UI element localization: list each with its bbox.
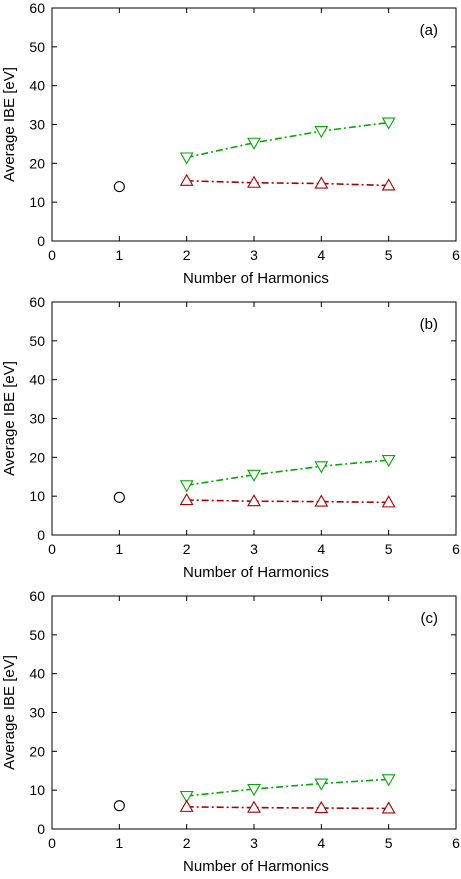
data-point-triangle-up [179, 492, 194, 506]
data-point-triangle-down [381, 117, 396, 130]
data-point-triangle-up [381, 495, 396, 508]
panel-label: (a) [420, 22, 438, 39]
y-tick-label: 40 [29, 372, 45, 388]
data-point-triangle-up [247, 494, 261, 507]
data-point-triangle-down [247, 469, 261, 482]
y-tick-label: 50 [29, 333, 45, 349]
y-tick-label: 30 [29, 411, 45, 427]
data-point-triangle-down [247, 783, 261, 797]
data-point-triangle-up [314, 800, 329, 814]
data-point-triangle-down [179, 480, 194, 493]
y-tick-label: 20 [29, 155, 45, 171]
x-tick-label: 4 [317, 541, 325, 557]
x-tick-label: 0 [48, 247, 56, 263]
x-tick-label: 3 [250, 247, 258, 263]
x-tick-label: 3 [250, 541, 258, 557]
y-tick-label: 20 [29, 449, 45, 465]
panel-label: (b) [420, 316, 438, 333]
x-tick-label: 1 [115, 541, 123, 557]
data-point-triangle-up [179, 799, 194, 812]
y-tick-label: 60 [29, 294, 45, 310]
data-point-triangle-down [179, 790, 194, 804]
data-point-circle [113, 491, 125, 503]
y-tick-label: 50 [29, 39, 45, 55]
series-line [186, 778, 389, 797]
x-tick-label: 6 [452, 247, 460, 263]
y-tick-label: 40 [29, 78, 45, 94]
data-point-triangle-down [314, 126, 329, 139]
y-tick-label: 20 [29, 743, 45, 759]
series-line [186, 499, 389, 504]
data-point-triangle-up [314, 176, 329, 189]
x-tick-label: 3 [250, 835, 258, 851]
y-tick-label: 50 [29, 627, 45, 643]
x-tick-label: 6 [452, 541, 460, 557]
x-tick-label: 0 [48, 835, 56, 851]
data-point-triangle-down [381, 774, 396, 787]
panel-label: (c) [421, 610, 439, 627]
x-tick-label: 1 [115, 247, 123, 263]
data-point-triangle-up [179, 173, 194, 186]
x-axis-label: Number of Harmonics [183, 270, 329, 287]
data-point-triangle-up [247, 800, 261, 813]
x-tick-label: 0 [48, 541, 56, 557]
y-axis-label: Average IBE [eV] [1, 361, 18, 476]
x-tick-label: 2 [183, 247, 191, 263]
y-axis-label: Average IBE [eV] [1, 655, 18, 770]
x-axis-label: Number of Harmonics [183, 564, 329, 581]
data-point-circle [113, 181, 125, 193]
y-tick-label: 40 [29, 666, 45, 682]
plot-frame [51, 7, 457, 242]
x-tick-label: 5 [385, 541, 393, 557]
series-line [186, 806, 389, 810]
x-tick-label: 6 [452, 835, 460, 851]
y-tick-label: 0 [37, 527, 45, 543]
series-line [186, 459, 389, 487]
x-tick-label: 5 [385, 835, 393, 851]
x-axis-label: Number of Harmonics [183, 858, 329, 875]
data-point-triangle-up [381, 801, 396, 814]
x-tick-label: 4 [317, 247, 325, 263]
data-point-triangle-up [247, 175, 261, 188]
data-point-triangle-down [247, 137, 261, 150]
y-tick-label: 0 [37, 233, 45, 249]
x-tick-label: 4 [317, 835, 325, 851]
data-point-triangle-down [314, 461, 329, 474]
data-point-triangle-down [314, 778, 329, 791]
y-tick-label: 30 [29, 705, 45, 721]
y-tick-label: 10 [29, 782, 45, 798]
x-tick-label: 2 [183, 835, 191, 851]
x-tick-label: 1 [115, 835, 123, 851]
series-line [186, 180, 389, 187]
x-tick-label: 2 [183, 541, 191, 557]
y-tick-label: 60 [29, 0, 45, 16]
y-tick-label: 60 [29, 588, 45, 604]
data-point-triangle-down [381, 455, 396, 468]
y-tick-label: 0 [37, 821, 45, 837]
data-point-triangle-down [179, 152, 194, 165]
y-tick-label: 30 [29, 117, 45, 133]
data-point-triangle-up [314, 494, 329, 507]
data-point-triangle-up [381, 178, 396, 191]
data-point-circle [113, 800, 125, 812]
series-line [186, 121, 389, 159]
y-tick-label: 10 [29, 194, 45, 210]
x-tick-label: 5 [385, 247, 393, 263]
y-tick-label: 10 [29, 488, 45, 504]
y-axis-label: Average IBE [eV] [1, 67, 18, 182]
